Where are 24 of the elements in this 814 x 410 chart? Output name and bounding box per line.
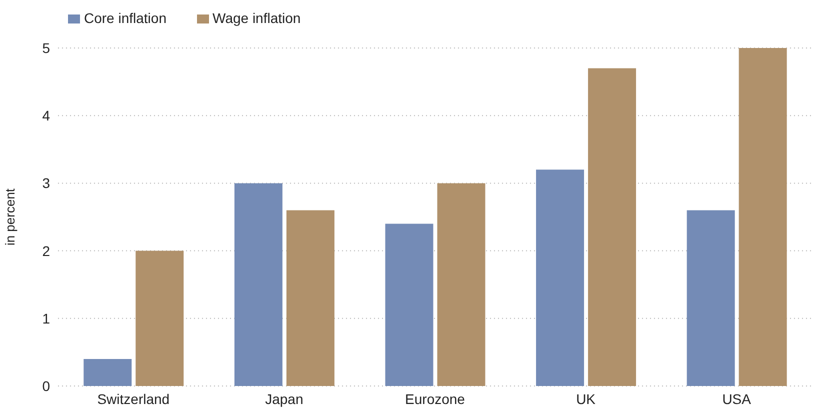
bar bbox=[738, 48, 787, 386]
bar bbox=[84, 358, 132, 386]
y-tick-label: 3 bbox=[42, 175, 50, 192]
x-tick-label: Switzerland bbox=[97, 390, 170, 407]
y-tick-label: 1 bbox=[42, 310, 50, 326]
x-tick-label: USA bbox=[722, 390, 752, 407]
y-tick-label: 2 bbox=[42, 242, 50, 259]
y-axis-title: in percent bbox=[2, 188, 18, 246]
x-tick-label: Eurozone bbox=[405, 390, 466, 407]
x-tick-label: Japan bbox=[265, 390, 304, 407]
y-tick-label: 0 bbox=[42, 378, 50, 394]
bar bbox=[234, 183, 282, 386]
bar bbox=[136, 250, 184, 386]
legend-label: Core inflation bbox=[84, 10, 166, 26]
y-tick-label: 5 bbox=[42, 40, 50, 56]
bar bbox=[536, 170, 584, 386]
x-tick-label: UK bbox=[576, 390, 596, 407]
bar bbox=[588, 68, 636, 386]
bar bbox=[385, 224, 434, 386]
bar bbox=[437, 183, 486, 386]
bar bbox=[686, 210, 735, 386]
bar bbox=[286, 210, 334, 386]
legend-label: Wage inflation bbox=[212, 10, 301, 26]
y-tick-label: 4 bbox=[42, 108, 50, 124]
